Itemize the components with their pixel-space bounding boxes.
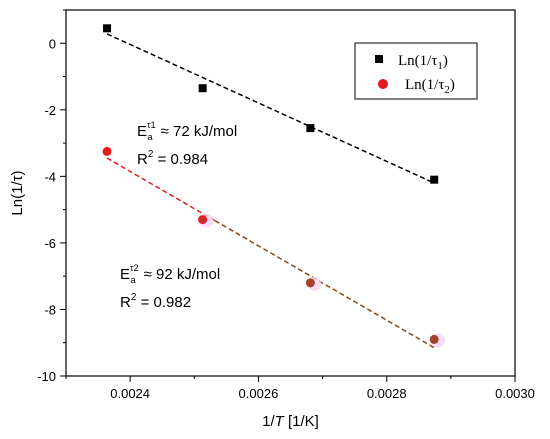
data-point-tau1: [103, 24, 112, 33]
legend-label-tau1: Ln(1/τ1): [398, 53, 448, 72]
data-point-tau2: [429, 334, 439, 344]
y-tick-label: 0: [49, 36, 56, 51]
data-point-tau2: [305, 278, 315, 288]
data-point-tau1: [198, 84, 207, 93]
y-tick-label: -4: [44, 169, 56, 184]
activation-energy-tau2: Eτ2 a ≈ 92 kJ/mol: [120, 263, 220, 285]
r-squared-tau2: R2 = 0.982: [120, 292, 191, 311]
data-point-tau1: [430, 175, 439, 184]
r-squared-tau1: R2 = 0.984: [137, 149, 208, 168]
legend-label-tau2: Ln(1/τ2): [405, 77, 455, 96]
data-point-tau2: [198, 215, 208, 225]
legend-box: [354, 42, 478, 100]
data-point-tau2: [102, 146, 112, 156]
x-tick-label: 0.0028: [367, 386, 407, 401]
fit-line-series-2: [106, 157, 216, 222]
fit-line-series-1: [106, 33, 435, 184]
legend: Ln(1/τ1) Ln(1/τ2): [354, 42, 478, 100]
y-tick-label: -6: [44, 236, 56, 251]
x-tick-label: 0.0026: [239, 386, 279, 401]
legend-marker-tau2: [378, 79, 388, 89]
legend-marker-tau1: [375, 55, 383, 63]
data-point-tau1: [306, 124, 315, 133]
y-tick-label: -2: [44, 103, 56, 118]
fit-line-series-2-tail: [214, 220, 435, 349]
x-axis-title: 1/T [1/K]: [262, 413, 319, 430]
activation-energy-tau1: Eτ1 a ≈ 72 kJ/mol: [137, 120, 237, 142]
x-tick-label: 0.0024: [110, 386, 150, 401]
y-axis-title: Ln(1/τ): [9, 170, 26, 215]
y-tick-label: -10: [37, 369, 56, 384]
y-tick-label: -8: [44, 302, 56, 317]
plot-frame: [65, 9, 516, 377]
x-tick-label: 0.0030: [495, 386, 535, 401]
